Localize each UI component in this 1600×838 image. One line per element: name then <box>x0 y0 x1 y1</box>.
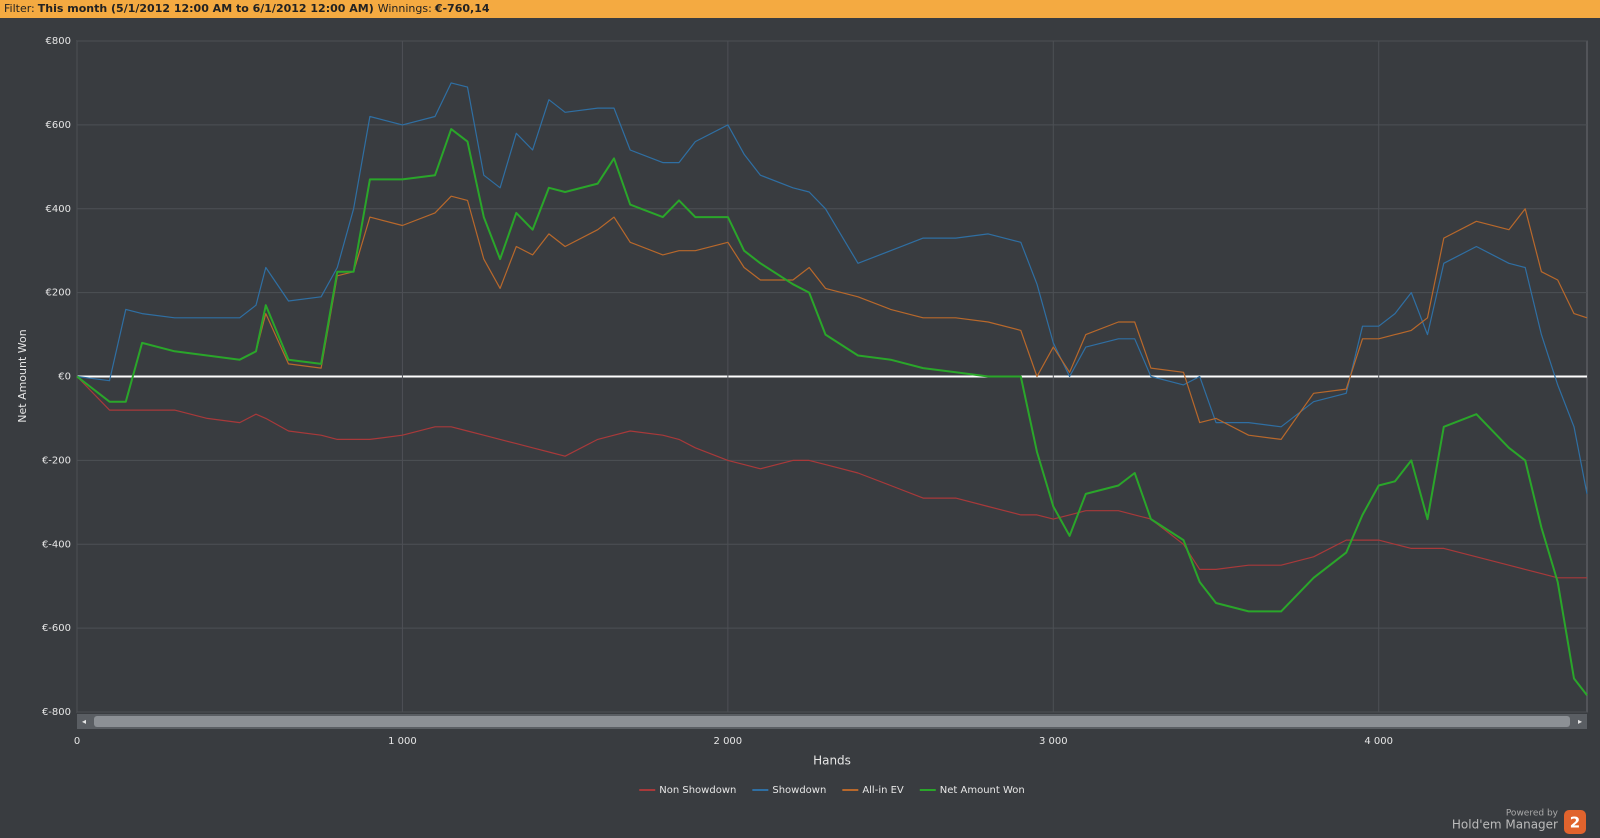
x-tick-label: 1 000 <box>388 736 417 747</box>
winnings-label: Winnings: <box>377 2 432 15</box>
legend: Non Showdown Showdown All-in EV Net Amount … <box>639 785 1025 796</box>
x-tick-label: 3 000 <box>1039 736 1068 747</box>
x-tick-label: 0 <box>74 736 80 747</box>
product-name: Hold'em Manager <box>1452 818 1558 832</box>
x-tick-label: 4 000 <box>1364 736 1393 747</box>
legend-label: Showdown <box>772 785 826 796</box>
filter-bar: Filter: This month (5/1/2012 12:00 AM to … <box>0 0 1600 18</box>
series-line <box>76 376 1587 579</box>
x-axis-title: Hands <box>813 754 851 768</box>
filter-label: Filter: <box>4 2 35 15</box>
y-tick-label: €-200 <box>42 455 71 466</box>
filter-value: This month (5/1/2012 12:00 AM to 6/1/201… <box>37 2 374 15</box>
series-line <box>76 195 1588 440</box>
y-tick-label: €400 <box>46 204 71 215</box>
lines <box>76 82 1588 696</box>
powered-by: Powered by <box>1506 809 1559 819</box>
y-tick-label: €800 <box>46 36 71 47</box>
winnings-value: €-760,14 <box>434 2 490 15</box>
legend-label: All-in EV <box>862 785 904 796</box>
scroll-left[interactable]: ◂ <box>82 717 86 726</box>
x-tick-label: 2 000 <box>714 736 743 747</box>
y-tick-label: €600 <box>46 120 71 131</box>
y-tick-label: €-400 <box>42 539 71 550</box>
legend-label: Net Amount Won <box>940 785 1025 796</box>
scroll-right[interactable]: ▸ <box>1578 717 1582 726</box>
series-line <box>76 82 1588 495</box>
series-line <box>76 128 1588 696</box>
legend-label: Non Showdown <box>659 785 736 796</box>
scrollbar-thumb[interactable] <box>94 716 1570 727</box>
logo-number: 2 <box>1570 814 1580 832</box>
y-tick-label: €200 <box>46 288 71 299</box>
y-tick-label: €-600 <box>42 623 71 634</box>
y-tick-label: €-800 <box>42 707 71 718</box>
y-tick-label: €0 <box>58 372 71 383</box>
logo <box>1564 810 1586 834</box>
grid <box>76 40 1587 713</box>
y-axis-title: Net Amount Won <box>16 329 29 422</box>
